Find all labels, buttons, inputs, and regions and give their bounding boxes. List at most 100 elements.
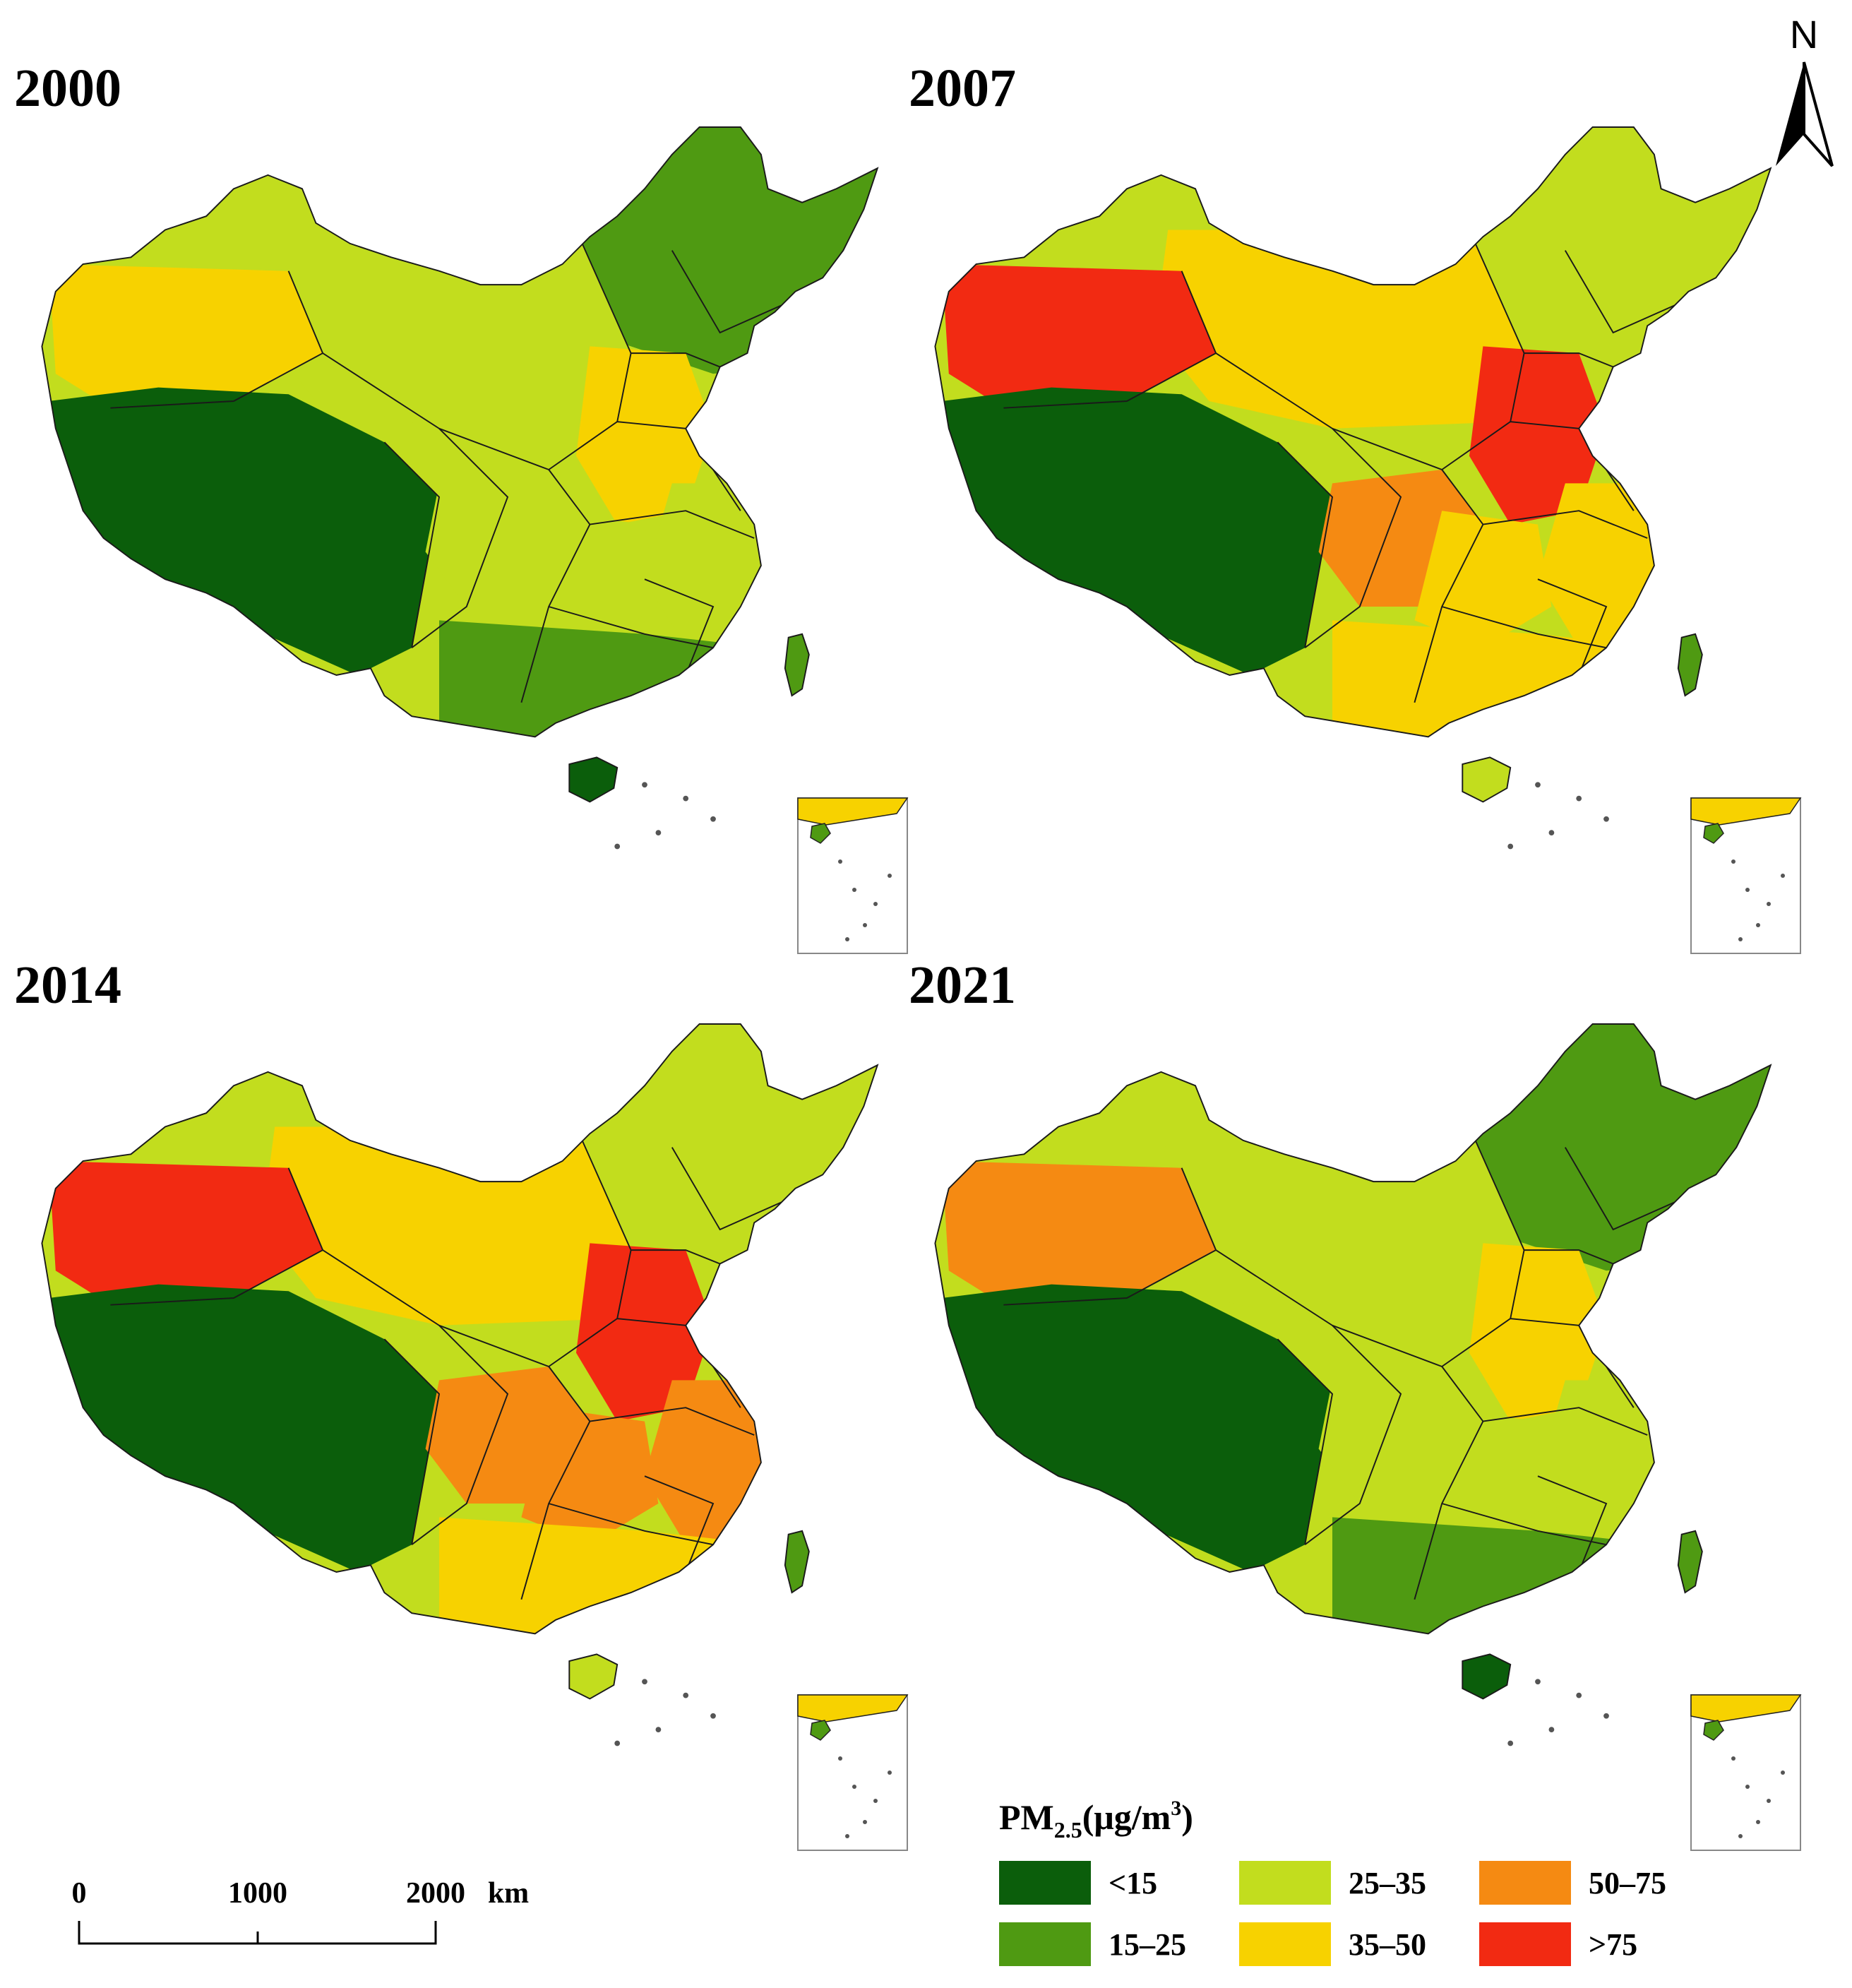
region-northwest [261, 1126, 631, 1326]
region-xinjiang [942, 1161, 1217, 1305]
region-central [1414, 511, 1552, 648]
south-china-sea-inset [1690, 1694, 1802, 1851]
scale-tick-label-1: 1000 [228, 1877, 287, 1910]
province-boundary [1003, 1167, 1217, 1306]
region-east [645, 483, 768, 648]
inset-mainland-edge [797, 797, 909, 826]
scale-bar: 0 1000 2000 km [72, 1877, 529, 1945]
province-boundary [1414, 1366, 1484, 1600]
inset-hainan [1703, 1720, 1724, 1741]
province-boundary [1277, 1338, 1334, 1545]
province-boundary [548, 606, 714, 649]
province-boundary [1524, 1249, 1614, 1265]
legend-label: 25–35 [1349, 1866, 1426, 1900]
south-sea-island [683, 795, 689, 802]
region-tibet [49, 387, 440, 675]
province-boundary [411, 1325, 509, 1545]
region-central [521, 1407, 659, 1545]
province-boundary [1537, 578, 1608, 676]
scale-tick-label-2: 2000 [406, 1877, 465, 1910]
inset-island [873, 902, 878, 906]
region-xinjiang [942, 264, 1217, 408]
region-tibet [49, 1284, 440, 1572]
south-china-sea-inset [797, 1694, 909, 1851]
province-boundary [1215, 352, 1442, 470]
legend: PM2.5(μg/m3) <15 15–25 25–35 35–50 50–75 >75 [999, 1797, 1666, 1966]
legend-label: 50–75 [1589, 1866, 1666, 1900]
south-sea-island [1576, 1692, 1582, 1698]
north-arrow-label: N [1790, 12, 1818, 56]
legend-label: 15–25 [1109, 1927, 1186, 1962]
inset-island [838, 859, 842, 864]
taiwan-island [1677, 1530, 1703, 1594]
inset-island [863, 923, 867, 927]
scale-tick-label-0: 0 [72, 1877, 87, 1910]
province-boundary [383, 1338, 441, 1545]
inset-hainan [810, 1720, 831, 1741]
province-boundary [1441, 606, 1607, 649]
province-boundary [671, 1147, 782, 1231]
taiwan-island [784, 1530, 810, 1594]
legend-item: 50–75 [1479, 1861, 1666, 1905]
legend-label: 35–50 [1349, 1927, 1426, 1962]
south-sea-island [1603, 1713, 1609, 1719]
inset-mainland-edge [1690, 797, 1802, 826]
panel-year-label: 2000 [14, 59, 121, 118]
south-sea-island [683, 1692, 689, 1698]
province-boundary [1003, 270, 1217, 409]
hainan-island [1462, 756, 1512, 803]
province-boundary [590, 510, 755, 539]
inset-island [863, 1820, 867, 1824]
inset-mainland-edge [797, 1694, 909, 1722]
north-arrow-dark-half-icon [1776, 62, 1804, 166]
legend-item: <15 [999, 1861, 1157, 1905]
inset-hainan [1703, 823, 1724, 844]
region-east [1538, 483, 1661, 648]
province-boundary [631, 352, 721, 368]
province-boundary [1483, 510, 1648, 539]
province-boundary [520, 1366, 591, 1600]
legend-swatch [1239, 1861, 1331, 1905]
inset-island [1731, 1756, 1735, 1761]
inset-island [888, 874, 892, 878]
china-map [934, 1023, 1772, 1746]
region-north-china [576, 1243, 713, 1422]
province-boundary [1564, 1147, 1675, 1231]
inset-island [1745, 1785, 1750, 1789]
south-sea-island [642, 1679, 647, 1685]
inset-island [873, 1799, 878, 1803]
legend-item: 25–35 [1239, 1861, 1426, 1905]
south-sea-island [1603, 816, 1609, 822]
province-boundary [1483, 1407, 1648, 1436]
province-boundary [110, 270, 324, 409]
south-sea-island [1548, 1727, 1555, 1732]
region-tibet [942, 387, 1332, 675]
inset-island [1767, 1799, 1771, 1803]
south-sea-island [614, 1740, 621, 1746]
inset-island [1781, 874, 1785, 878]
region-east [645, 1380, 768, 1545]
legend-items: <15 15–25 25–35 35–50 50–75 >75 [999, 1861, 1666, 1966]
legend-item: 15–25 [999, 1922, 1186, 1966]
map-panel-2000: 2000 [14, 59, 909, 954]
south-sea-island [1535, 1679, 1541, 1685]
inset-island [888, 1770, 892, 1775]
south-sea-island [655, 830, 662, 835]
inset-island [1745, 888, 1750, 892]
map-panel-2021: 2021 [909, 956, 1802, 1851]
inset-island [1756, 923, 1760, 927]
map-panels: 2000 2007 2014 2021 [14, 59, 1802, 1851]
china-map [41, 126, 878, 850]
south-china-sea-inset [1690, 797, 1802, 954]
region-tibet [942, 1284, 1332, 1572]
north-arrow-light-half-icon [1803, 61, 1834, 167]
south-china-sea-inset [797, 797, 909, 954]
province-boundary [1564, 250, 1675, 334]
panel-year-label: 2021 [909, 956, 1016, 1015]
scale-bar-line [78, 1921, 437, 1945]
province-boundary [1304, 428, 1402, 648]
south-sea-island [1507, 1740, 1514, 1746]
south-sea-island [710, 1713, 716, 1719]
region-central [1414, 1407, 1552, 1545]
